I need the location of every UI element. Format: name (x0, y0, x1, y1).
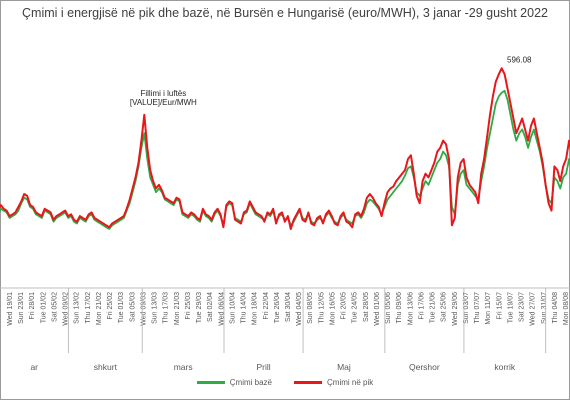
x-tick-label: Mon 08/08 (563, 292, 570, 325)
annotation-label: Fillimi i luftës (140, 89, 186, 98)
month-label: Maj (337, 362, 351, 372)
x-tick-label: Tue 01/03 (118, 292, 125, 323)
x-tick-label: Fri 15/07 (496, 292, 503, 320)
x-tick-label: Fri 25/03 (185, 292, 192, 320)
x-tick-label: Fri 22/04 (263, 292, 270, 320)
x-tick-label: Sun 13/03 (152, 292, 159, 324)
x-tick-label: Thu 07/07 (474, 292, 481, 324)
x-tick-label: Fri 28/01 (29, 292, 36, 320)
series-lines (0, 67, 570, 230)
x-tick-label: Wed 09/02 (63, 292, 70, 326)
month-label: shkurt (94, 362, 118, 372)
month-label: ar (30, 362, 38, 372)
x-tick-label: Sun 23/01 (18, 292, 25, 324)
x-tick-label: Sun 13/02 (74, 292, 81, 324)
x-tick-label: Thu 17/02 (85, 292, 92, 324)
x-tick-label: Sat 05/03 (129, 292, 136, 322)
legend-label-base: Çmimi bazë (229, 378, 272, 387)
chart-title: Çmimi i energjisë në pik dhe bazë, në Bu… (22, 6, 548, 20)
x-tick-label: Sun 03/07 (463, 292, 470, 324)
x-tick-label: Mon 16/05 (329, 292, 336, 325)
x-tick-label: Sat 05/02 (51, 292, 58, 322)
x-tick-label: Thu 12/05 (318, 292, 325, 324)
x-tick-label: Sat 23/07 (519, 292, 526, 322)
x-tick-label: Mon 18/04 (252, 292, 259, 325)
legend-swatch-peak (294, 381, 322, 384)
x-tick-label: Wed 09/03 (140, 292, 147, 326)
legend-item-peak: Çmimi në pik (294, 378, 373, 387)
x-tick-label: Tue 01/02 (40, 292, 47, 323)
x-tick-label: Fri 17/06 (418, 292, 425, 320)
month-label: Qershor (409, 362, 440, 372)
x-tick-label: Fri 20/05 (341, 292, 348, 320)
month-label: mars (174, 362, 193, 372)
x-tick-label: Sat 25/06 (441, 292, 448, 322)
x-tick-label: Mon 21/03 (174, 292, 181, 325)
x-tick-label: Thu 09/06 (396, 292, 403, 324)
x-tick-label: Thu 17/03 (163, 292, 170, 324)
x-tick-label: Thu 14/04 (241, 292, 248, 324)
x-tick-label: Tue 21/06 (430, 292, 437, 323)
x-tick-label: Wed 06/04 (218, 292, 225, 326)
x-tick-label: Sun 08/05 (307, 292, 314, 324)
x-tick-label: Wed 01/06 (374, 292, 381, 326)
x-tick-label: Mon 21/02 (96, 292, 103, 325)
x-tick-label: Fri 25/02 (107, 292, 114, 320)
legend: Çmimi bazë Çmimi në pik (0, 378, 570, 387)
x-tick-label: Thu 04/08 (552, 292, 559, 324)
x-tick-label: Mon 11/07 (485, 292, 492, 325)
x-tick-label: Tue 26/04 (274, 292, 281, 323)
x-axis: Wed 19/01 Sun 23/01 Fri 28/01 Tue 01/02 Sat … (0, 287, 570, 372)
series-line-peak (0, 67, 570, 230)
x-tick-label: Sun 10/04 (229, 292, 236, 324)
x-tick-label: Wed 19/01 (7, 292, 14, 326)
x-tick-label: Wed 27/07 (530, 292, 537, 326)
x-tick-label: Sat 28/05 (363, 292, 370, 322)
x-tick-label: Sat 30/04 (285, 292, 292, 322)
x-tick-label: Tue 19/07 (507, 292, 514, 323)
month-label: korrik (494, 362, 516, 372)
annotation-label: 596.08 (507, 55, 532, 64)
x-tick-label: Sun 31/07 (541, 292, 548, 324)
x-tick-label: Wed 04/05 (296, 292, 303, 326)
legend-swatch-base (196, 381, 225, 384)
x-tick-label: Tue 24/05 (352, 292, 359, 323)
x-tick-label: Mon 13/06 (407, 292, 414, 325)
x-tick-label: Tue 29/03 (196, 292, 203, 323)
x-tick-label: Sun 05/06 (385, 292, 392, 324)
annotation-label: [VALUE]/Eur/MWH (130, 98, 197, 107)
month-label: Prill (256, 362, 270, 372)
x-tick-label: Wed 29/06 (452, 292, 459, 326)
annotations: Fillimi i luftës[VALUE]/Eur/MWH 596.08 (130, 55, 532, 107)
legend-item-base: Çmimi bazë (196, 378, 272, 387)
x-tick-label: Sat 02/04 (207, 292, 214, 322)
legend-label-peak: Çmimi në pik (327, 378, 374, 387)
